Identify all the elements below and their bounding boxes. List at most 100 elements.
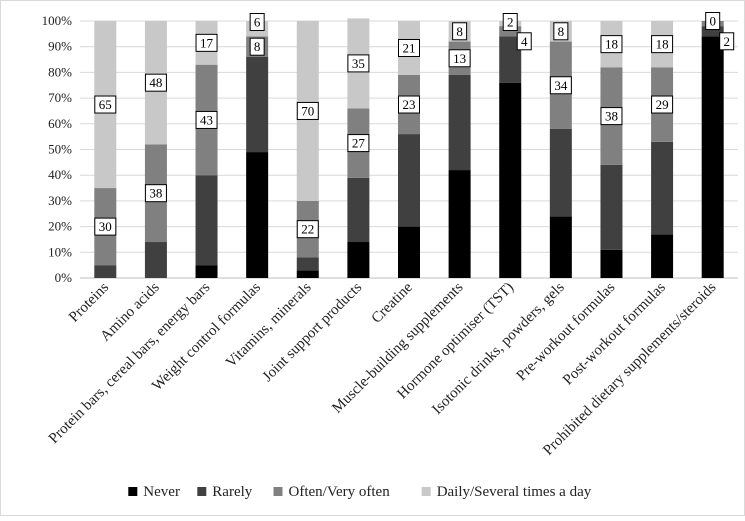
bar-segment	[296, 270, 319, 278]
legend-swatch	[197, 487, 207, 496]
data-label: 34	[549, 76, 572, 95]
x-tick-label: Creatine	[369, 279, 416, 326]
y-axis-ticks: 0% 10% 20% 30% 40% 50% 60% 70% 80% 90% 100%	[42, 13, 73, 285]
legend-label: Often/Very often	[289, 484, 391, 500]
data-label-text: 8	[558, 24, 565, 39]
data-label-text: 35	[352, 56, 365, 71]
data-label-text: 38	[605, 109, 618, 124]
data-label-box	[600, 107, 623, 126]
y-tick-label: 100%	[42, 13, 73, 28]
bar-segment	[347, 177, 370, 243]
legend-item: Never	[128, 484, 180, 500]
y-tick-label: 30%	[48, 193, 72, 208]
data-label-text: 22	[301, 222, 314, 237]
data-label: 38	[600, 107, 623, 126]
data-label-text: 70	[301, 103, 314, 118]
data-label: 8	[452, 22, 468, 41]
legend-swatch	[128, 487, 138, 496]
y-tick-label: 10%	[48, 244, 72, 259]
data-label-text: 23	[403, 97, 416, 112]
bars	[94, 18, 724, 279]
data-label-box	[553, 22, 569, 41]
bar-segment	[144, 242, 167, 278]
legend-swatch	[273, 487, 283, 496]
bar-segment	[499, 82, 522, 279]
data-label-text: 48	[149, 75, 162, 90]
data-label: 13	[448, 49, 471, 68]
legend-item: Often/Very often	[273, 484, 391, 500]
data-label: 35	[347, 54, 370, 73]
data-label: 22	[296, 220, 319, 239]
y-tick-label: 80%	[48, 64, 72, 79]
data-label: 23	[398, 95, 420, 114]
data-label: 48	[144, 73, 167, 92]
data-label: 30	[94, 217, 117, 236]
data-label-box	[549, 76, 572, 95]
data-label-text: 30	[99, 219, 112, 234]
data-label-text: 17	[200, 35, 214, 50]
data-label-text: 8	[456, 24, 463, 39]
data-label-text: 34	[554, 78, 568, 93]
y-tick-label: 70%	[48, 90, 72, 105]
x-tick-label: Vitamins, minerals	[223, 279, 315, 371]
data-label: 8	[249, 37, 265, 56]
bar-segment	[651, 141, 674, 235]
bar-segment	[246, 56, 269, 153]
data-label-box	[651, 35, 674, 54]
data-label-box	[94, 217, 117, 236]
data-label-box	[347, 54, 370, 73]
data-label: 21	[398, 38, 420, 57]
data-label-text: 13	[453, 51, 466, 66]
data-label-box	[94, 95, 117, 114]
data-label: 18	[600, 35, 623, 54]
data-label-box	[516, 32, 532, 51]
data-label: 17	[195, 33, 218, 52]
data-label-box	[195, 33, 218, 52]
data-label-text: 4	[521, 34, 528, 49]
data-label: 38	[144, 184, 167, 203]
data-label: 2	[719, 32, 735, 51]
bar-segment	[600, 249, 623, 278]
bar-segment	[499, 26, 522, 37]
bar-segment	[448, 74, 471, 171]
data-label-text: 2	[723, 34, 730, 49]
x-tick-label: Pre-workout formulas	[514, 279, 619, 384]
data-label-box	[600, 35, 623, 54]
bar-segment	[701, 36, 724, 278]
data-label-box	[195, 110, 218, 129]
bar-segment	[296, 257, 319, 271]
data-label-box	[296, 101, 319, 120]
x-tick-label: Proteins	[66, 279, 112, 325]
data-label-box	[249, 37, 265, 56]
data-label-box	[144, 184, 167, 203]
bar-segment	[448, 170, 471, 278]
legend-item: Rarely	[197, 484, 253, 500]
data-labels: 6530483817436870223527212381324834183818…	[94, 12, 735, 239]
bar-segment	[94, 265, 117, 278]
data-label-box	[296, 220, 319, 239]
data-label-box	[719, 32, 735, 51]
legend-label: Rarely	[212, 484, 252, 500]
bar-segment	[398, 226, 420, 278]
data-label-box	[398, 38, 420, 57]
data-label-box	[347, 134, 370, 153]
data-label-box	[651, 95, 674, 114]
data-label-box	[144, 73, 167, 92]
data-label-text: 8	[254, 39, 261, 54]
bar-segment	[398, 134, 420, 227]
data-label: 18	[651, 35, 674, 54]
data-label-text: 6	[254, 15, 261, 30]
bar-segment	[195, 175, 218, 266]
data-label: 2	[502, 13, 518, 31]
legend-label: Never	[143, 484, 180, 500]
bar-segment	[347, 242, 370, 278]
y-tick-label: 50%	[48, 142, 72, 157]
data-label-text: 18	[605, 37, 618, 52]
bar-segment	[246, 152, 269, 278]
data-label-box	[502, 13, 518, 31]
y-tick-label: 90%	[48, 39, 72, 54]
data-label: 4	[516, 32, 532, 51]
